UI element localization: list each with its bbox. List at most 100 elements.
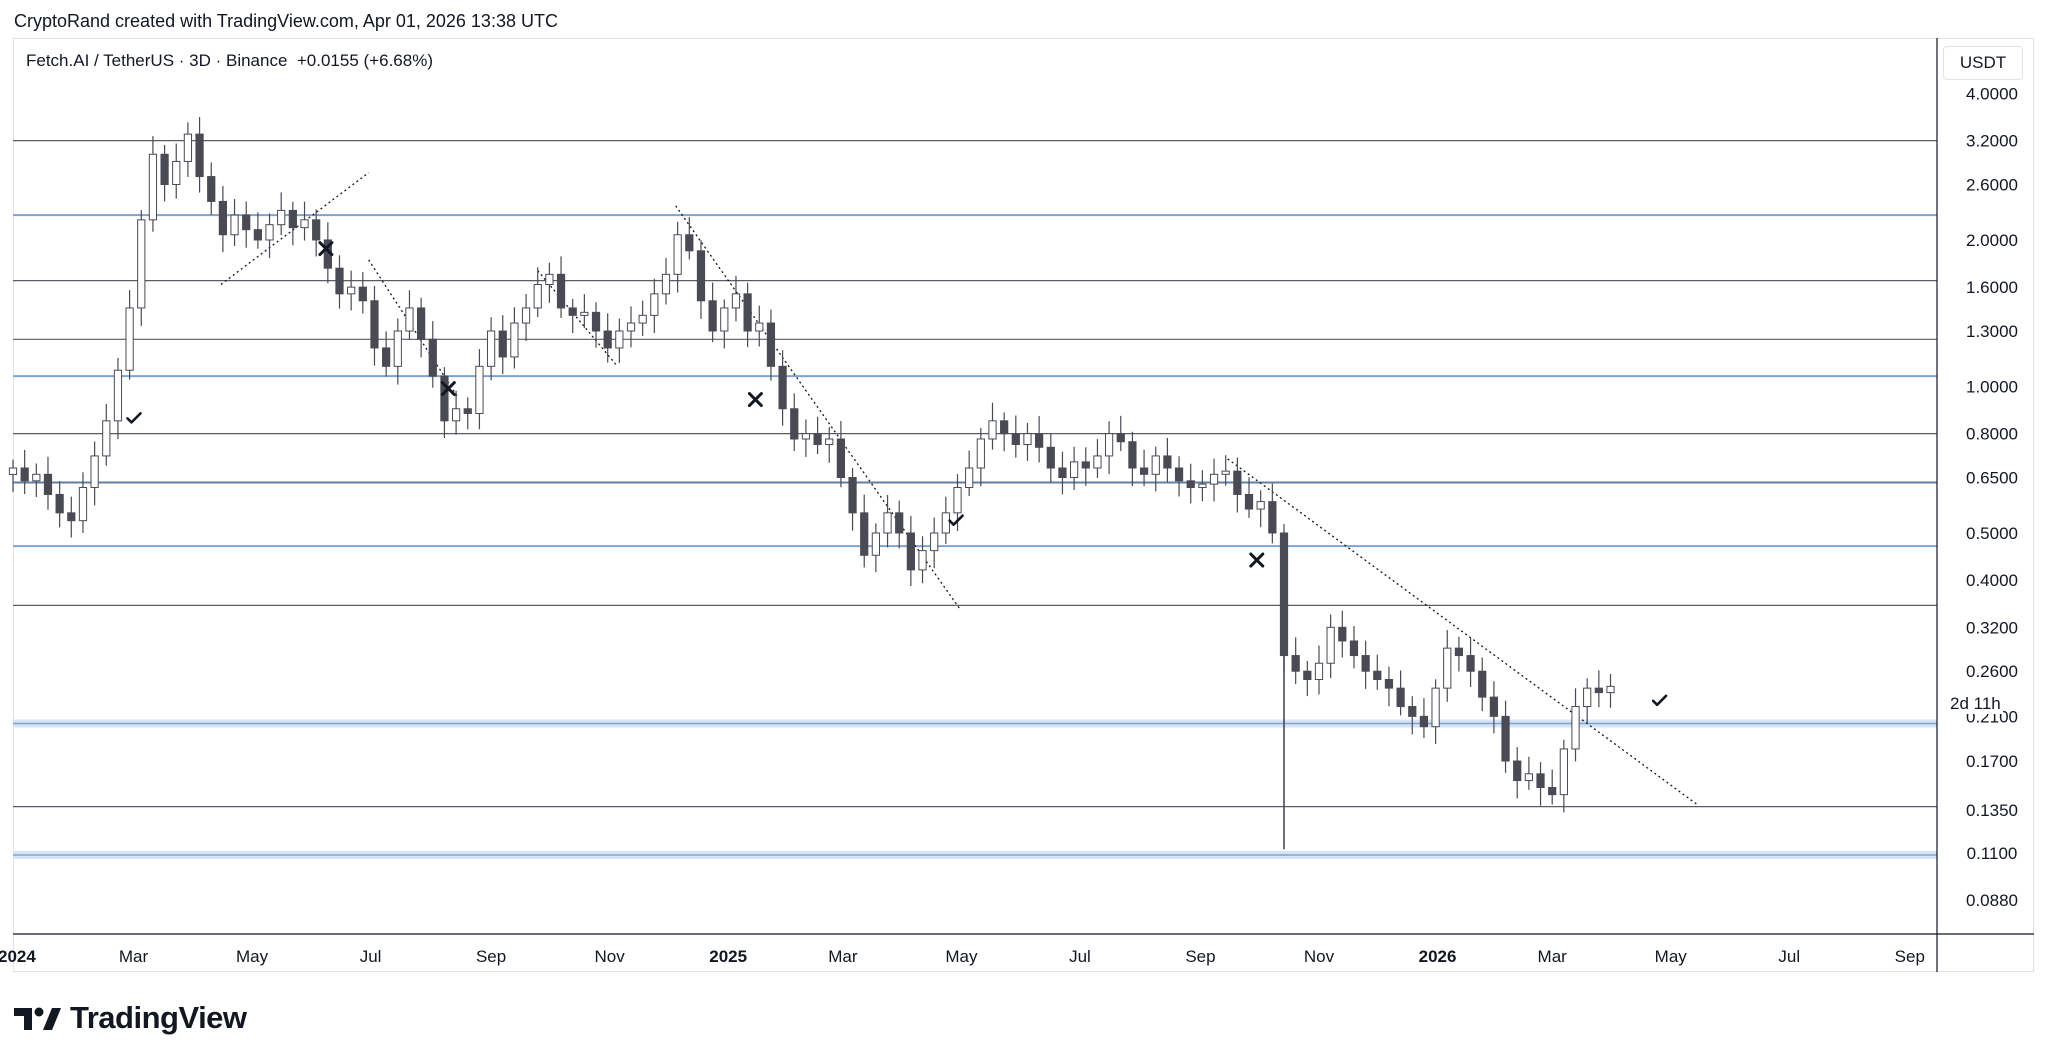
x-tick-label: Jul <box>1069 947 1091 966</box>
candle <box>813 433 822 445</box>
candle <box>451 408 461 422</box>
bar-countdown: 2d 11h <box>1948 694 2003 714</box>
symbol-title: Fetch.AI / TetherUS · 3D · Binance <box>26 51 288 70</box>
candle <box>90 455 99 489</box>
y-tick-label: 1.6000 <box>1966 278 2018 297</box>
tradingview-brand[interactable]: TradingView <box>14 1000 247 1036</box>
candle <box>242 214 251 231</box>
candle <box>1151 455 1160 475</box>
candle <box>393 330 402 367</box>
candle <box>965 467 974 489</box>
candle <box>1104 433 1114 457</box>
chart-frame[interactable] <box>13 38 2034 972</box>
annotations <box>126 241 1668 707</box>
x-tick-label: May <box>1655 947 1688 966</box>
cross-icon <box>1249 552 1265 568</box>
candle <box>1093 455 1102 469</box>
candle <box>521 307 531 324</box>
candle <box>930 532 939 552</box>
candle <box>1408 706 1417 717</box>
candle <box>953 487 962 514</box>
y-tick-label: 0.1350 <box>1966 801 2018 820</box>
candle <box>1314 662 1324 681</box>
candle <box>1361 655 1370 672</box>
horizontal-levels <box>13 140 1937 859</box>
y-tick-label: 0.2600 <box>1966 662 2018 681</box>
y-tick-label: 0.3200 <box>1966 618 2018 637</box>
candle <box>1233 470 1242 495</box>
trendline <box>675 205 960 609</box>
candle <box>638 314 647 324</box>
candle <box>685 234 694 252</box>
candle <box>1198 483 1207 489</box>
candle <box>1256 501 1265 510</box>
candle <box>1186 480 1195 489</box>
candle <box>370 300 379 349</box>
candle <box>743 293 752 332</box>
candle <box>102 420 111 457</box>
candle <box>1023 433 1032 445</box>
trendline <box>1227 458 1699 806</box>
candle <box>1291 655 1300 672</box>
candle <box>172 160 181 186</box>
candle <box>1489 696 1499 717</box>
currency-button[interactable]: USDT <box>1943 46 2023 80</box>
candle <box>1571 706 1580 750</box>
candle <box>755 322 764 332</box>
y-tick-label: 0.6500 <box>1966 469 2018 488</box>
candle <box>1035 433 1044 448</box>
candle <box>871 532 880 556</box>
trendline <box>537 270 618 367</box>
candle <box>1466 655 1475 672</box>
check-icon <box>1651 694 1668 707</box>
candle <box>8 467 18 475</box>
candle <box>125 307 134 371</box>
candle <box>265 224 274 241</box>
price-change: +0.0155 (+6.68%) <box>296 51 433 70</box>
candle <box>1081 461 1090 469</box>
candle <box>253 229 262 241</box>
candle <box>335 267 344 295</box>
trendline <box>220 172 370 286</box>
price-axis: 4.0000 3.2000 2.6000 2.0000 1.6000 1.3000 1.00… <box>1966 84 2018 910</box>
candle <box>1384 679 1394 689</box>
candles <box>8 117 1615 850</box>
candle <box>1559 748 1568 796</box>
y-tick-label: 0.1100 <box>1967 844 2018 863</box>
y-tick-label: 1.3000 <box>1966 322 2018 341</box>
x-tick-label: Sep <box>1895 947 1925 966</box>
candle <box>405 307 414 332</box>
candle <box>848 477 857 514</box>
cross-icon <box>440 381 456 397</box>
candle <box>720 307 729 332</box>
candle <box>1000 420 1009 435</box>
candle <box>183 133 193 162</box>
candle <box>475 365 484 415</box>
candle <box>137 219 146 309</box>
candle <box>1268 501 1277 534</box>
y-tick-label: 0.8000 <box>1966 425 2018 444</box>
candle <box>1116 433 1125 443</box>
candle <box>43 473 53 495</box>
candle <box>67 512 76 522</box>
x-tick-label: Sep <box>1185 947 1215 966</box>
x-tick-label: Mar <box>1538 947 1568 966</box>
candle <box>906 532 915 571</box>
candle <box>918 550 927 571</box>
candle <box>1174 467 1184 482</box>
candle <box>463 408 472 415</box>
candle <box>696 250 706 302</box>
symbol-legend: Fetch.AI / TetherUS · 3D · Binance +0.01… <box>26 51 433 71</box>
candle <box>277 209 286 226</box>
candle <box>1139 467 1149 475</box>
cross-icon <box>318 241 334 257</box>
brand-name: TradingView <box>70 1000 247 1035</box>
candle <box>1303 670 1312 681</box>
y-tick-label: 2.6000 <box>1966 176 2018 195</box>
candle <box>801 433 811 440</box>
candle <box>1244 493 1254 510</box>
candle <box>661 273 671 295</box>
candle <box>895 512 904 534</box>
candle <box>20 467 29 482</box>
